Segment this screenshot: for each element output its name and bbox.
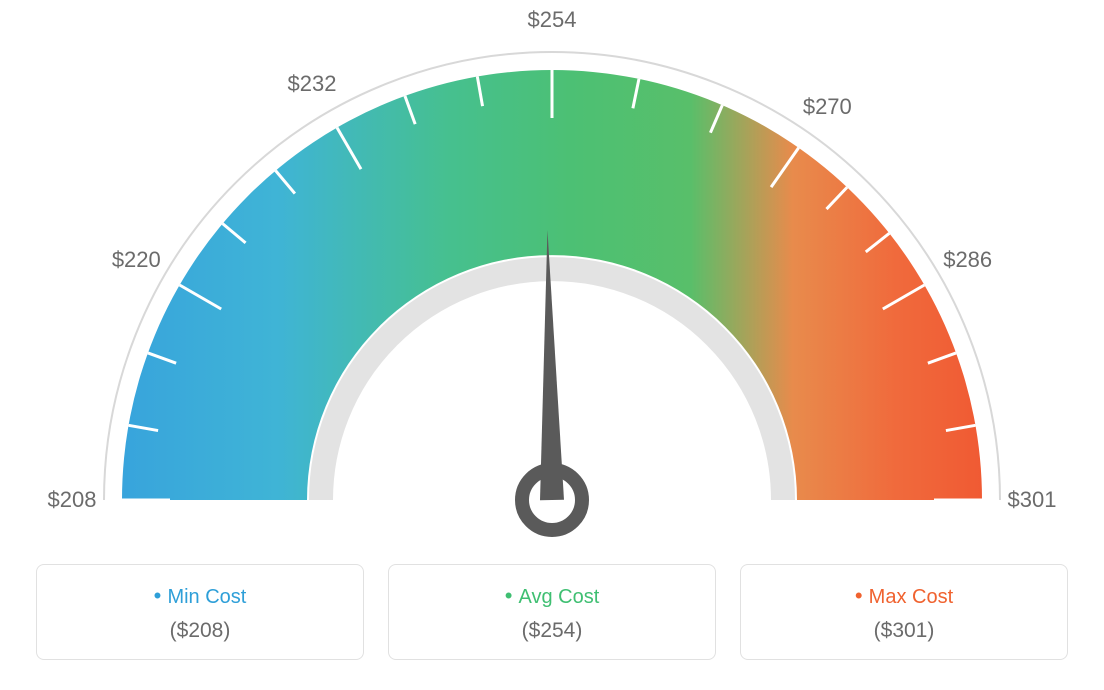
gauge-svg <box>0 0 1104 540</box>
legend-min-label: Min Cost <box>49 583 351 609</box>
legend-avg-label: Avg Cost <box>401 583 703 609</box>
legend-max-label: Max Cost <box>753 583 1055 609</box>
legend-avg-value: ($254) <box>401 619 703 643</box>
legend-card-min: Min Cost ($208) <box>36 564 364 660</box>
gauge-tick-label: $232 <box>288 71 337 97</box>
gauge-area: $208 $220 $232 $254 $270 $286 $301 <box>0 0 1104 540</box>
gauge-tick-label: $220 <box>112 247 161 273</box>
legend-row: Min Cost ($208) Avg Cost ($254) Max Cost… <box>36 564 1068 660</box>
legend-card-avg: Avg Cost ($254) <box>388 564 716 660</box>
gauge-tick-label: $286 <box>943 247 992 273</box>
cost-gauge-chart: $208 $220 $232 $254 $270 $286 $301 Min Cost ($… <box>0 0 1104 690</box>
legend-min-value: ($208) <box>49 619 351 643</box>
gauge-tick-label: $254 <box>528 7 577 33</box>
gauge-tick-label: $270 <box>803 94 852 120</box>
gauge-tick-label: $208 <box>48 487 97 513</box>
legend-max-value: ($301) <box>753 619 1055 643</box>
gauge-tick-label: $301 <box>1008 487 1057 513</box>
legend-card-max: Max Cost ($301) <box>740 564 1068 660</box>
